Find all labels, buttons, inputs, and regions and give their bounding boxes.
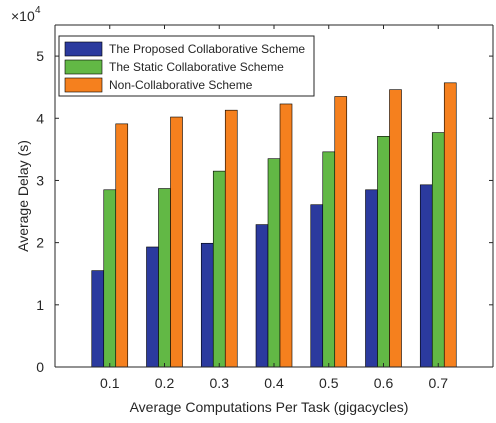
- y-multiplier-exponent: 4: [35, 5, 41, 16]
- bar-series3-cat-0.6: [389, 89, 402, 368]
- ticks-layer: 0 1 2 3 4 5 0.1 0.2 0.3 0.4 0.5 0.6 0.7: [36, 25, 493, 391]
- bar-series3-cat-0.7: [443, 82, 457, 368]
- bar-series2-cat-0.5: [322, 151, 336, 368]
- x-tick-label-0.6: 0.6: [374, 375, 394, 391]
- x-tick-label-0.7: 0.7: [429, 375, 449, 391]
- x-tick-label-0.3: 0.3: [210, 375, 230, 391]
- y-tick-label-4: 4: [36, 110, 44, 126]
- legend-label-proposed: The Proposed Collaborative Scheme: [109, 42, 305, 56]
- x-axis-title: Average Computations Per Task (gigacycle…: [130, 399, 409, 415]
- bar-series2-cat-0.7: [431, 132, 445, 368]
- bar-series2-cat-0.1: [103, 189, 117, 368]
- bar-series1-cat-0.2: [146, 246, 159, 368]
- y-multiplier-base: ×10: [11, 8, 35, 24]
- legend: The Proposed Collaborative Scheme The St…: [58, 35, 315, 97]
- legend-label-noncollab: Non-Collaborative Scheme: [109, 78, 253, 92]
- y-tick-label-5: 5: [36, 48, 44, 64]
- y-tick-label-3: 3: [36, 172, 44, 188]
- legend-swatch-proposed: [64, 41, 103, 57]
- legend-label-static: The Static Collaborative Scheme: [109, 60, 284, 74]
- x-tick-label-0.4: 0.4: [264, 375, 284, 391]
- bar-series1-cat-0.1: [91, 270, 105, 368]
- bar-series3-cat-0.2: [170, 116, 183, 368]
- bar-series3-cat-0.5: [334, 96, 348, 368]
- bar-series2-cat-0.6: [377, 136, 390, 368]
- y-tick-label-1: 1: [36, 297, 44, 313]
- bar-series1-cat-0.4: [255, 224, 269, 368]
- legend-swatch-static: [64, 59, 103, 75]
- bar-series1-cat-0.6: [365, 189, 378, 368]
- x-tick-label-0.1: 0.1: [100, 375, 120, 391]
- bar-series3-cat-0.4: [279, 103, 293, 368]
- bar-series1-cat-0.3: [200, 242, 214, 368]
- y-tick-label-2: 2: [36, 235, 44, 251]
- bar-series2-cat-0.4: [267, 158, 281, 368]
- legend-swatch-noncollab: [64, 77, 103, 93]
- x-tick-label-0.2: 0.2: [155, 375, 175, 391]
- bar-series3-cat-0.3: [224, 109, 238, 368]
- bar-series2-cat-0.3: [212, 170, 226, 368]
- y-tick-label-0: 0: [36, 359, 44, 375]
- x-tick-label-0.5: 0.5: [319, 375, 339, 391]
- y-axis-title: Average Delay (s): [15, 140, 31, 252]
- bars-layer: [91, 82, 457, 368]
- bar-series1-cat-0.5: [310, 204, 324, 368]
- bar-series1-cat-0.7: [419, 184, 433, 368]
- bar-series2-cat-0.2: [158, 188, 171, 368]
- bar-series3-cat-0.1: [115, 123, 129, 368]
